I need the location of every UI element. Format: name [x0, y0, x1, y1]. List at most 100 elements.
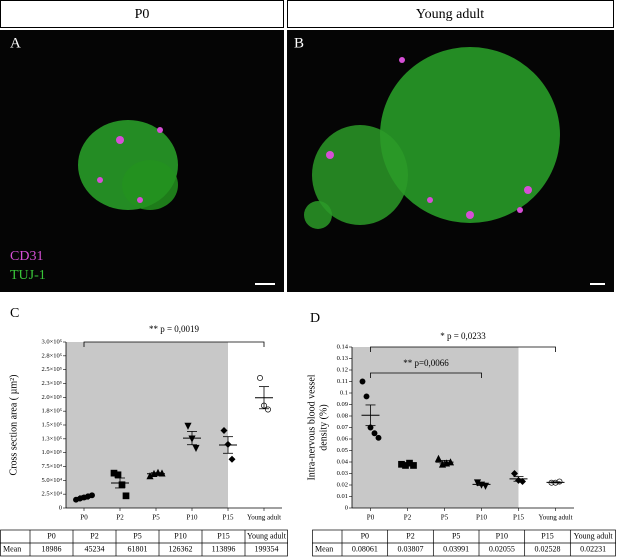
y-tick-label: 0.1	[340, 389, 348, 396]
y-tick-label: 2.5×10⁴	[41, 491, 62, 498]
y-tick-label: 0	[345, 504, 348, 511]
table-cell: 45234	[85, 544, 105, 553]
significance-label: * p = 0,0233	[440, 331, 486, 341]
data-point	[265, 406, 271, 413]
table-row-label: Mean	[3, 544, 21, 553]
y-tick-label: 0.08	[337, 412, 348, 419]
y-tick-label: 0.13	[337, 355, 348, 362]
table-cell: 126362	[169, 544, 193, 553]
x-tick-label: P10	[187, 514, 198, 522]
y-tick-label: 2.0×10⁵	[41, 394, 62, 401]
shaded-region	[352, 347, 519, 508]
y-tick-label: 5.0×10⁴	[41, 477, 62, 484]
legend-label: TUJ-1	[10, 268, 46, 283]
x-tick-label: P15	[513, 514, 524, 522]
data-point	[359, 378, 366, 385]
y-tick-label: 0.05	[337, 447, 348, 454]
y-tick-label: 0.04	[337, 458, 349, 465]
table-header: P10	[174, 531, 186, 540]
legend-label: CD31	[10, 249, 43, 264]
x-tick-label: P5	[441, 514, 449, 522]
header: Young adult	[416, 7, 484, 22]
table-header: Young adult	[574, 531, 614, 540]
data-point	[371, 430, 378, 437]
data-point	[220, 427, 228, 435]
data-point	[122, 492, 130, 500]
header-box	[0, 0, 284, 28]
table-header: P2	[90, 531, 98, 540]
x-tick-label: P2	[404, 514, 412, 522]
significance-label: ** p=0,0066	[403, 358, 449, 368]
y-tick-label: 0.09	[337, 401, 348, 408]
x-tick-label: P10	[476, 514, 487, 522]
data-point	[192, 444, 200, 453]
table-header: P10	[496, 531, 508, 540]
y-tick-label: 0	[59, 504, 62, 511]
data-point	[228, 455, 236, 463]
table-header: P5	[133, 531, 141, 540]
y-tick-label: 0.12	[337, 366, 348, 373]
y-tick-label: 7.5×10⁴	[41, 463, 62, 470]
data-point	[363, 393, 370, 400]
y-tick-label: 0.11	[337, 378, 348, 385]
table-cell: 113896	[212, 544, 236, 553]
y-tick-label: 3.0×10⁵	[41, 338, 62, 345]
table-cell: 0.02055	[489, 544, 515, 553]
x-tick-label: P0	[80, 514, 88, 522]
table-cell: 0.03807	[398, 544, 424, 553]
y-tick-label: 1.8×10⁵	[41, 408, 62, 415]
data-point	[257, 375, 263, 381]
significance-bracket	[370, 372, 482, 378]
micrograph	[0, 30, 284, 292]
panel-label: C	[10, 306, 19, 321]
table-header: P2	[406, 531, 414, 540]
table-header: P0	[361, 531, 369, 540]
table-cell: 0.03991	[443, 544, 469, 553]
header: P0	[135, 7, 150, 22]
x-tick-label: P5	[152, 514, 160, 522]
y-axis-label: Intra-nervous blood vessel	[306, 374, 317, 480]
y-tick-label: 0.02	[337, 481, 348, 488]
header-box	[287, 0, 614, 28]
data-point	[184, 422, 192, 430]
table-header: P15	[217, 531, 229, 540]
table-header: Young adult	[247, 531, 287, 540]
y-tick-label: 0.14	[337, 343, 349, 350]
panel-label: A	[10, 35, 21, 51]
y-tick-label: 2.3×10⁵	[41, 380, 62, 387]
table-header: P0	[47, 531, 55, 540]
panel-label: D	[310, 311, 320, 326]
table-cell: 0.08061	[352, 544, 378, 553]
y-tick-label: 1.3×10⁵	[41, 435, 62, 442]
y-tick-label: 2.5×10⁵	[41, 366, 62, 373]
x-tick-label: Young adult	[247, 514, 281, 522]
x-tick-label: P15	[223, 514, 234, 522]
y-tick-label: 0.06	[337, 435, 349, 442]
y-tick-label: 1.5×10⁵	[41, 421, 62, 428]
y-tick-label: 0.03	[337, 470, 348, 477]
table-cell: 18986	[42, 544, 62, 553]
significance-bracket	[83, 341, 265, 347]
micrograph	[287, 30, 614, 292]
table-row-label: Mean	[315, 544, 333, 553]
data-point	[114, 471, 122, 479]
table-header: P5	[452, 531, 460, 540]
x-tick-label: P2	[116, 514, 124, 522]
data-point	[375, 434, 382, 441]
y-tick-label: 1.0×10⁵	[41, 449, 62, 456]
y-axis-label: density (%)	[318, 404, 329, 450]
table-cell: 61801	[128, 544, 148, 553]
shaded-region	[66, 342, 228, 508]
x-tick-label: P0	[367, 514, 375, 522]
x-tick-label: Young adult	[538, 514, 572, 522]
table-cell: 199354	[255, 544, 279, 553]
y-axis-label: Cross section area ( µm²)	[8, 375, 19, 476]
table-cell: 0.02231	[580, 544, 606, 553]
significance-bracket	[370, 346, 556, 352]
panel-label: B	[294, 35, 304, 51]
table-header: P15	[541, 531, 553, 540]
y-tick-label: 0.07	[337, 424, 349, 431]
table-cell: 0.02528	[535, 544, 561, 553]
significance-label: ** p = 0,0019	[149, 324, 200, 334]
